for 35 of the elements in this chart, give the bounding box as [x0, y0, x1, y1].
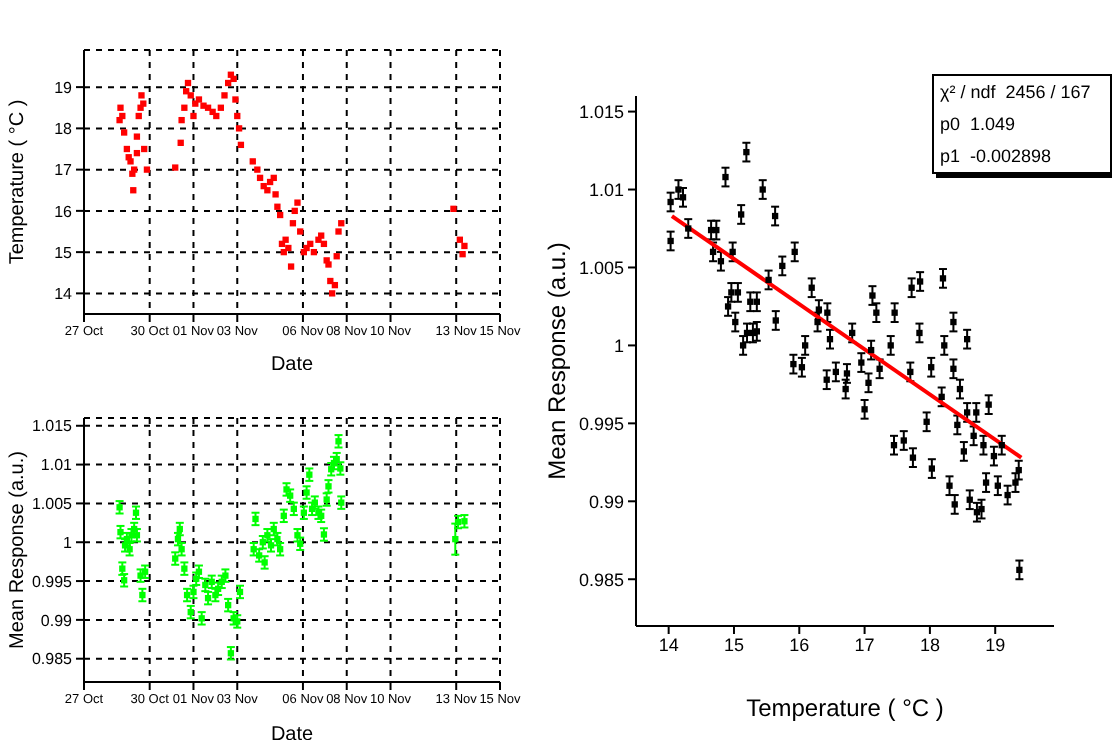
y-tick-label: 1 [63, 533, 74, 552]
y-axis-title: Mean Response (a.u.) [542, 242, 571, 480]
y-tick-label: 0.995 [578, 413, 624, 434]
annotation: p0 1.049 [938, 112, 1018, 138]
annotation: p1 -0.002898 [938, 144, 1054, 170]
y-tick-label: 19 [54, 78, 74, 97]
y-tick-label: 0.995 [31, 572, 74, 591]
y-tick-label: 0.99 [588, 491, 624, 512]
x-tick-label: 18 [919, 634, 940, 655]
y-tick-label: 1.015 [578, 101, 624, 122]
x-axis-title: Temperature ( °C ) [746, 694, 944, 722]
y-tick-label: 1.005 [31, 495, 74, 514]
y-tick-label: 1.005 [578, 257, 624, 278]
y-axis-title: Temperature ( °C ) [7, 99, 30, 265]
x-tick-label: 17 [854, 634, 875, 655]
x-tick-label: 16 [789, 634, 810, 655]
y-tick-label: 14 [54, 285, 74, 304]
y-tick-label: 0.99 [40, 611, 74, 630]
y-tick-label: 16 [54, 202, 74, 221]
y-tick-label: 1.01 [588, 179, 624, 200]
x-tick-label: 19 [985, 634, 1006, 655]
y-tick-label: 1 [613, 335, 624, 356]
y-tick-label: 15 [54, 243, 74, 262]
annotation: χ² / ndf 2456 / 167 [938, 80, 1093, 106]
y-tick-label: 18 [54, 120, 74, 139]
y-tick-label: 0.985 [578, 569, 624, 590]
y-tick-label: 0.985 [31, 650, 74, 669]
x-axis-title: Date [270, 724, 314, 740]
y-tick-label: 1.01 [40, 456, 74, 475]
y-tick-label: 17 [54, 161, 74, 180]
y-axis-title: Mean Response (a.u.) [7, 451, 30, 649]
y-tick-label: 1.015 [31, 417, 74, 436]
x-axis-title: Date [270, 354, 314, 376]
x-tick-label: 14 [658, 634, 679, 655]
x-tick-label: 15 [723, 634, 744, 655]
